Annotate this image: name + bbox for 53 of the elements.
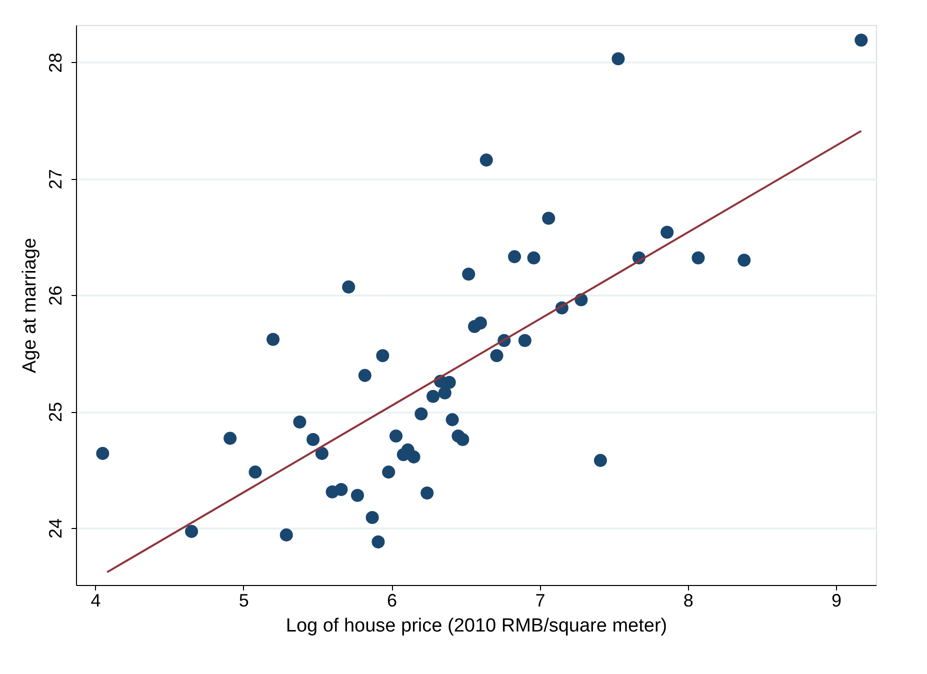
point bbox=[280, 528, 293, 542]
point bbox=[542, 212, 556, 225]
y-tick-label: 26 bbox=[46, 286, 66, 306]
point bbox=[426, 390, 440, 403]
point bbox=[738, 254, 751, 267]
point bbox=[382, 466, 396, 479]
point bbox=[358, 368, 372, 382]
point bbox=[407, 450, 420, 464]
point bbox=[446, 413, 459, 426]
point bbox=[854, 34, 868, 47]
point bbox=[342, 280, 356, 294]
point bbox=[389, 429, 403, 442]
point bbox=[414, 407, 428, 420]
y-tick-label: 27 bbox=[46, 169, 66, 190]
point bbox=[185, 524, 198, 538]
point bbox=[334, 483, 348, 496]
point bbox=[376, 349, 390, 362]
point bbox=[366, 510, 379, 524]
y-tick-label: 25 bbox=[46, 402, 66, 422]
x-tick-label: 8 bbox=[683, 590, 694, 610]
point bbox=[96, 446, 110, 460]
point bbox=[293, 416, 306, 429]
point bbox=[527, 251, 540, 264]
y-tick-label: 28 bbox=[46, 52, 66, 73]
point bbox=[518, 334, 532, 348]
x-tick-label: 6 bbox=[387, 590, 398, 610]
point bbox=[442, 376, 456, 389]
point bbox=[508, 250, 522, 264]
x-tick-label: 4 bbox=[90, 590, 101, 610]
point bbox=[462, 268, 476, 281]
x-tick-label: 7 bbox=[535, 590, 546, 610]
point bbox=[474, 316, 487, 330]
point bbox=[248, 466, 262, 479]
point bbox=[612, 52, 625, 66]
point bbox=[692, 251, 705, 264]
point bbox=[480, 154, 493, 167]
x-tick-label: 9 bbox=[831, 590, 842, 610]
point bbox=[438, 386, 452, 400]
point bbox=[306, 432, 320, 446]
y-axis-title: Age at marriage bbox=[20, 238, 40, 374]
y-tick-label: 24 bbox=[46, 518, 66, 538]
point bbox=[372, 535, 385, 548]
x-tick-label: 5 bbox=[238, 590, 249, 610]
point bbox=[660, 226, 674, 239]
point bbox=[315, 446, 328, 460]
point bbox=[266, 332, 280, 346]
point bbox=[456, 432, 470, 446]
point bbox=[594, 454, 607, 467]
point bbox=[224, 432, 237, 445]
point bbox=[350, 488, 364, 502]
x-axis-title: Log of house price (2010 RMB/square meter) bbox=[286, 616, 668, 636]
point bbox=[420, 486, 434, 500]
point bbox=[490, 349, 504, 362]
